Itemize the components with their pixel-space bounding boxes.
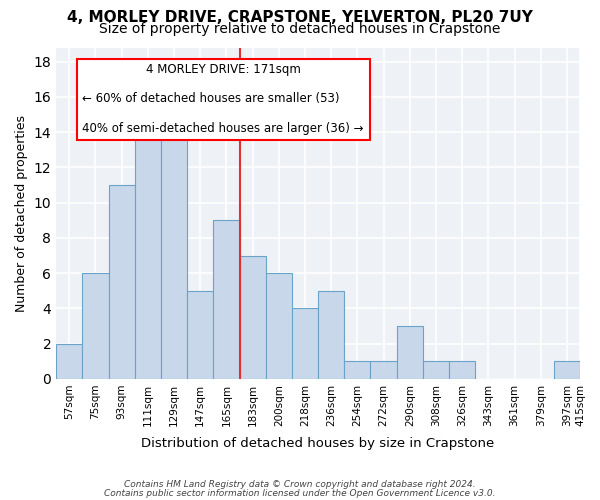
Text: Contains HM Land Registry data © Crown copyright and database right 2024.: Contains HM Land Registry data © Crown c…: [124, 480, 476, 489]
Bar: [397, 326, 423, 379]
Text: ← 60% of detached houses are smaller (53): ← 60% of detached houses are smaller (53…: [82, 92, 340, 104]
Bar: [449, 362, 475, 379]
FancyBboxPatch shape: [77, 59, 370, 140]
Bar: [370, 362, 397, 379]
Bar: [161, 132, 187, 379]
Text: 4 MORLEY DRIVE: 171sqm: 4 MORLEY DRIVE: 171sqm: [146, 63, 301, 76]
Text: 4, MORLEY DRIVE, CRAPSTONE, YELVERTON, PL20 7UY: 4, MORLEY DRIVE, CRAPSTONE, YELVERTON, P…: [67, 10, 533, 25]
Bar: [266, 273, 292, 379]
X-axis label: Distribution of detached houses by size in Crapstone: Distribution of detached houses by size …: [142, 437, 495, 450]
Bar: [318, 291, 344, 379]
Text: Size of property relative to detached houses in Crapstone: Size of property relative to detached ho…: [100, 22, 500, 36]
Bar: [135, 132, 161, 379]
Y-axis label: Number of detached properties: Number of detached properties: [15, 114, 28, 312]
Bar: [214, 220, 239, 379]
Text: 40% of semi-detached houses are larger (36) →: 40% of semi-detached houses are larger (…: [82, 122, 364, 136]
Bar: [56, 344, 82, 379]
Text: Contains public sector information licensed under the Open Government Licence v3: Contains public sector information licen…: [104, 488, 496, 498]
Bar: [423, 362, 449, 379]
Bar: [187, 291, 214, 379]
Bar: [554, 362, 580, 379]
Bar: [82, 273, 109, 379]
Bar: [292, 308, 318, 379]
Bar: [344, 362, 370, 379]
Bar: [109, 185, 135, 379]
Bar: [239, 256, 266, 379]
